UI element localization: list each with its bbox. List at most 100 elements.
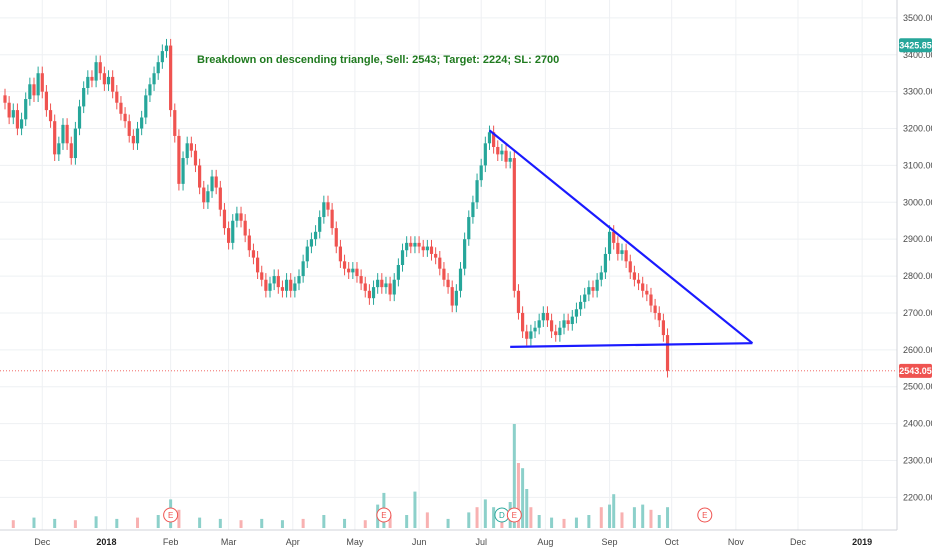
price-badge-label: 2543.05 <box>899 366 932 376</box>
candle-body <box>400 250 405 265</box>
candle-body <box>363 283 367 291</box>
candle-body <box>417 242 421 247</box>
candle-body <box>305 246 309 262</box>
volume-bar <box>388 515 392 528</box>
volume-bar <box>475 507 479 528</box>
candle-body <box>7 102 11 118</box>
candle-body <box>425 246 429 251</box>
volume-bar <box>156 515 160 528</box>
candle-body <box>276 276 280 288</box>
candle-body <box>222 209 227 229</box>
candle-body <box>342 261 347 269</box>
volume-bar <box>608 504 612 528</box>
candle-body <box>181 158 185 184</box>
volume-bar <box>525 489 529 528</box>
candle-body <box>82 87 86 107</box>
volume-bar <box>516 463 520 528</box>
candle-body <box>127 121 131 136</box>
candle-body <box>135 128 140 144</box>
event-marker-label: D <box>499 511 505 520</box>
volume-bars <box>11 424 670 528</box>
event-marker-circle <box>506 507 522 523</box>
candle-body <box>570 316 574 325</box>
event-marker-circle <box>376 507 392 523</box>
candle-body <box>533 327 537 332</box>
candle-body <box>40 73 44 92</box>
candle-body <box>334 228 338 247</box>
candle-body <box>247 235 251 251</box>
event-marker-label: E <box>381 511 386 520</box>
candle-body <box>264 279 268 291</box>
volume-bar <box>363 520 367 528</box>
volume-bar <box>136 517 140 528</box>
x-tick-label: Oct <box>665 537 680 547</box>
candle-body <box>94 62 98 81</box>
candle-body <box>106 76 111 85</box>
price-badge <box>899 38 932 53</box>
candle-body <box>376 279 380 288</box>
grid-lines <box>0 0 897 530</box>
y-tick-label: 2600.00 <box>903 345 932 355</box>
candle-body <box>111 76 115 92</box>
candle-body <box>463 239 467 269</box>
candle-body <box>525 331 529 339</box>
candle-body <box>599 272 603 280</box>
candle-body <box>661 320 665 336</box>
candle-body <box>413 242 417 247</box>
candle-body <box>359 276 363 284</box>
event-marker-circle <box>163 507 179 523</box>
volume-bar <box>612 494 616 528</box>
candle-body <box>446 279 450 288</box>
chart-annotation[interactable]: Breakdown on descending triangle, Sell: … <box>197 54 559 66</box>
candle-body <box>32 84 36 96</box>
x-tick-label: May <box>346 537 364 547</box>
candle-body <box>649 294 653 306</box>
volume-bar <box>425 512 429 528</box>
candle-body <box>148 84 152 96</box>
candle-body <box>624 250 628 262</box>
volume-bar <box>280 520 284 528</box>
price-axis[interactable]: 3500.00 3400.00 3300.00 3200.00 3100.00 3000.… <box>903 13 932 502</box>
candle-body <box>198 165 202 188</box>
volume-bar <box>32 517 36 528</box>
volume-bar <box>73 520 77 528</box>
candle-body <box>607 231 612 254</box>
candle-body <box>160 51 164 63</box>
event-marker-circle <box>697 507 713 523</box>
candle-body <box>496 146 500 155</box>
candle-body <box>529 331 533 339</box>
candle-body <box>479 165 483 181</box>
y-tick-label: 2700.00 <box>903 308 932 318</box>
candle-body <box>587 287 591 295</box>
time-axis[interactable]: Dec 2018 Feb Mar Apr May Jun Jul Aug Sep Oct Nov Dec… <box>34 537 872 547</box>
candle-body <box>537 320 541 328</box>
candle-body <box>3 95 7 103</box>
candle-body <box>11 110 15 118</box>
candle-body <box>297 276 301 284</box>
volume-bar <box>198 517 202 528</box>
candle-body <box>231 220 235 243</box>
price-badge-label: 3425.85 <box>899 40 932 50</box>
candle-body <box>641 283 645 291</box>
candle-body <box>280 287 285 291</box>
candle-body <box>628 261 632 273</box>
volume-bar <box>94 516 98 528</box>
candle-body <box>636 279 641 284</box>
x-tick-label: Jul <box>475 537 487 547</box>
event-marker-label: E <box>168 511 173 520</box>
y-tick-label: 3000.00 <box>903 197 932 207</box>
candle-body <box>268 283 272 291</box>
candle-body <box>169 45 173 111</box>
volume-bar <box>657 515 661 528</box>
descending-triangle-lines[interactable] <box>488 129 754 348</box>
candle-body <box>467 217 471 240</box>
candlestick-series <box>3 38 670 378</box>
candle-body <box>260 272 264 280</box>
volume-bar <box>587 515 591 528</box>
x-tick-label: Mar <box>221 537 237 547</box>
candle-body <box>632 272 637 280</box>
candle-body <box>322 202 326 218</box>
volume-bar <box>521 468 525 528</box>
